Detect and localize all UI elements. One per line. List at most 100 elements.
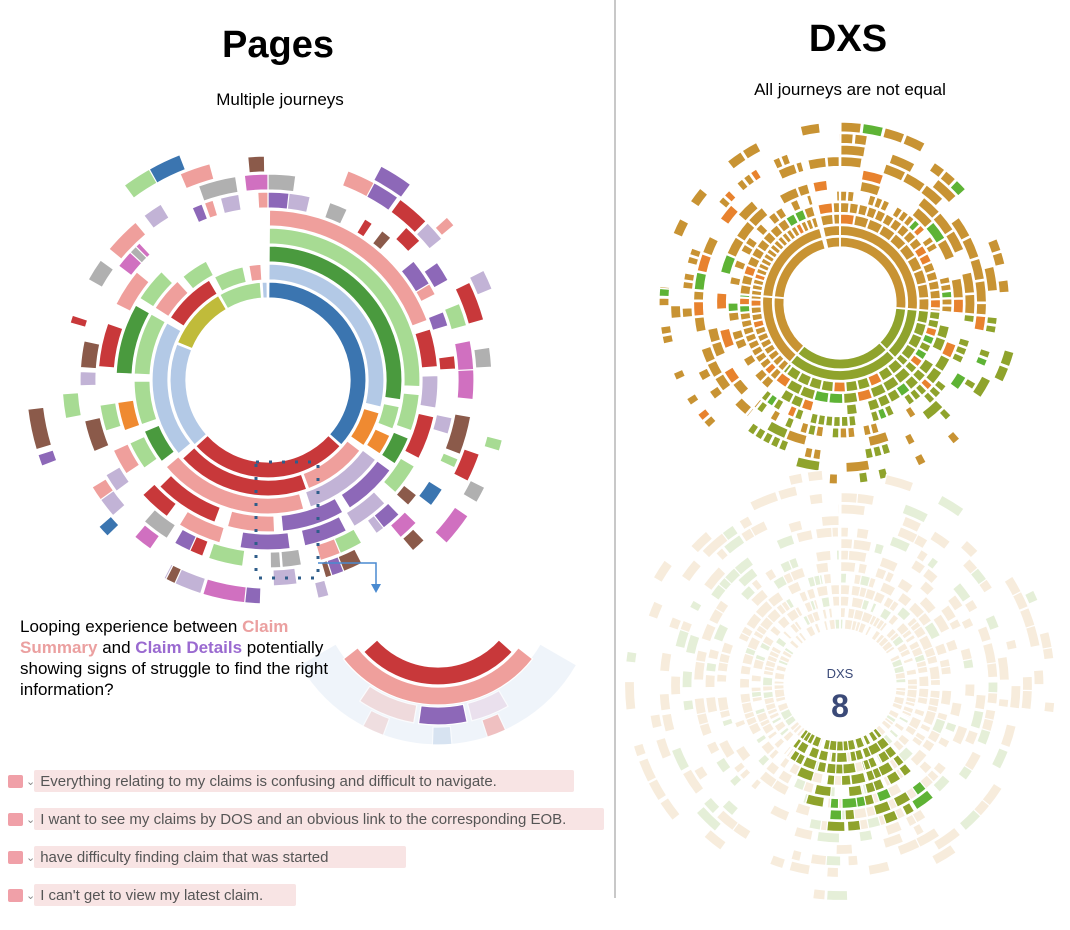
dxs-segment[interactable] [776,358,790,372]
dxs-highlight-segment[interactable] [842,761,857,775]
dxs-faded-segment[interactable] [793,825,814,842]
page-segment[interactable] [415,222,443,250]
dxs-segment[interactable] [752,398,763,410]
dxs-faded-segment[interactable] [788,860,812,876]
dxs-highlight-segment[interactable] [844,808,856,821]
dxs-segment[interactable] [793,208,808,224]
dxs-faded-segment[interactable] [809,599,818,612]
dxs-segment[interactable] [913,244,928,259]
page-segment[interactable] [133,313,167,376]
dxs-faded-segment[interactable] [669,675,682,696]
dxs-faded-segment[interactable] [822,572,833,585]
dxs-faded-segment[interactable] [809,852,828,867]
dxs-segment[interactable] [946,430,961,445]
dxs-segment[interactable] [950,277,965,299]
inset-segment[interactable] [362,709,391,737]
dxs-faded-segment[interactable] [660,712,676,733]
dxs-faded-segment[interactable] [788,720,801,732]
dxs-segment[interactable] [904,405,917,420]
dxs-segment[interactable] [856,376,872,391]
dxs-segment[interactable] [776,218,792,233]
dxs-segment[interactable] [858,471,869,484]
dxs-faded-segment[interactable] [811,888,827,901]
dxs-segment[interactable] [918,252,933,267]
chevron-down-icon[interactable]: ⌄ [26,851,36,864]
page-segment[interactable] [83,416,110,453]
dxs-faded-segment[interactable] [739,584,757,602]
page-segment[interactable] [239,531,291,551]
dxs-segment[interactable] [928,310,941,321]
dxs-segment[interactable] [969,257,986,282]
page-segment[interactable] [414,282,437,303]
dxs-segment[interactable] [718,327,736,350]
page-segment[interactable] [349,407,380,447]
dxs-segment[interactable] [743,264,757,278]
page-segment[interactable] [165,455,305,515]
dxs-segment[interactable] [755,267,769,277]
dxs-segment[interactable] [685,392,700,407]
dxs-segment[interactable] [822,224,841,238]
dxs-faded-segment[interactable] [734,744,752,763]
dxs-faded-segment[interactable] [767,747,781,761]
dxs-faded-segment[interactable] [768,624,783,638]
dxs-faded-segment[interactable] [929,678,942,687]
dxs-faded-segment[interactable] [996,655,1011,681]
dxs-faded-segment[interactable] [750,674,763,683]
dxs-faded-segment[interactable] [847,549,868,564]
inset-segment[interactable] [431,725,453,746]
dxs-segment[interactable] [750,344,765,358]
dxs-faded-segment[interactable] [768,803,791,823]
dxs-segment[interactable] [726,236,745,259]
dxs-faded-segment[interactable] [794,802,812,817]
page-segment[interactable] [179,162,215,190]
dxs-faded-segment[interactable] [928,530,952,551]
dxs-faded-segment[interactable] [986,691,999,705]
dxs-faded-segment[interactable] [1008,684,1022,710]
dxs-faded-segment[interactable] [921,567,940,585]
page-segment[interactable] [372,165,412,199]
dxs-segment[interactable] [917,340,932,354]
page-segment[interactable] [213,266,248,293]
page-segment[interactable] [268,227,421,388]
dxs-faded-segment[interactable] [781,629,793,641]
dxs-faded-segment[interactable] [748,490,780,512]
dxs-faded-segment[interactable] [904,633,917,645]
page-segment[interactable] [261,281,268,299]
dxs-segment[interactable] [876,393,892,408]
dxs-segment[interactable] [700,345,717,364]
dxs-faded-segment[interactable] [754,599,774,620]
dxs-segment[interactable] [883,404,896,418]
dxs-highlight-segment[interactable] [864,780,877,795]
dxs-faded-segment[interactable] [902,656,915,665]
dxs-highlight-segment[interactable] [816,760,828,774]
dxs-segment[interactable] [876,407,888,421]
dxs-segment[interactable] [928,385,942,399]
dxs-segment[interactable] [794,160,805,174]
dxs-segment[interactable] [866,397,881,412]
dxs-segment[interactable] [907,332,923,350]
dxs-faded-segment[interactable] [916,611,933,628]
chevron-down-icon[interactable]: ⌄ [26,889,36,902]
dxs-highlight-segment[interactable] [791,737,803,750]
dxs-faded-segment[interactable] [795,726,807,738]
dxs-segment[interactable] [912,268,928,286]
dxs-segment[interactable] [786,404,798,419]
page-segment[interactable] [69,314,89,329]
dxs-segment[interactable] [971,375,992,399]
dxs-segment[interactable] [944,229,965,255]
dxs-segment[interactable] [886,387,902,404]
dxs-faded-segment[interactable] [787,556,801,571]
page-segment[interactable] [439,452,460,469]
dxs-segment[interactable] [734,337,749,351]
dxs-faded-segment[interactable] [688,599,703,613]
page-segment[interactable] [203,199,219,219]
dxs-segment[interactable] [785,429,808,446]
dxs-faded-segment[interactable] [714,546,730,562]
dxs-segment[interactable] [767,211,781,226]
dxs-segment[interactable] [771,353,785,367]
dxs-faded-segment[interactable] [769,645,783,656]
dxs-highlight-segment[interactable] [826,820,846,833]
dxs-segment[interactable] [866,194,877,208]
dxs-segment[interactable] [835,190,841,202]
dxs-segment[interactable] [805,218,815,231]
